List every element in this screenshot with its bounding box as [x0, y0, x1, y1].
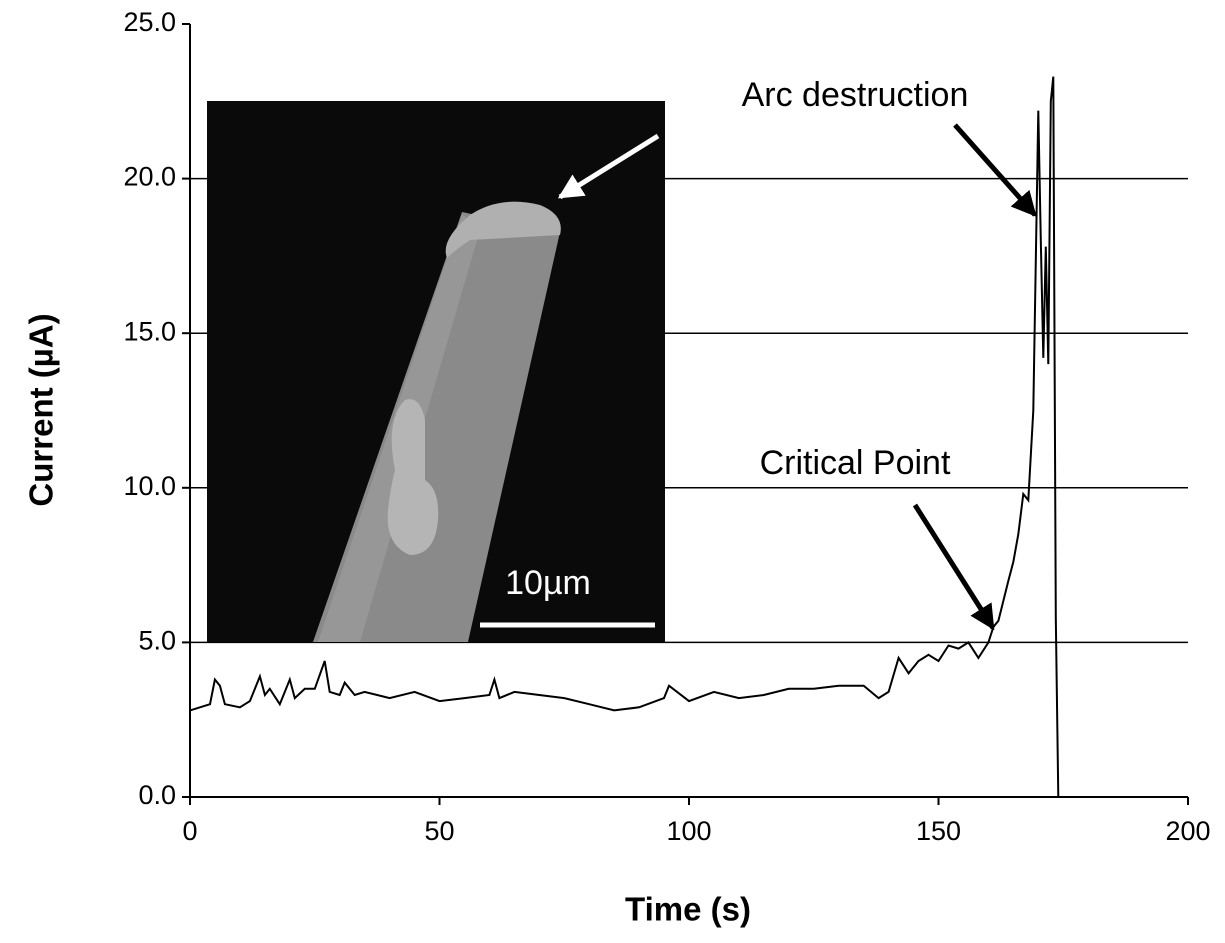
y-axis-title: Current (µA) [23, 313, 60, 506]
x-axis-title: Time (s) [625, 891, 751, 928]
data-line [189, 76, 1099, 798]
annotation: Critical Point [760, 444, 951, 482]
y-tick-label: 10.0 [123, 471, 176, 501]
inset-scale-label: 10µm [505, 564, 591, 602]
x-tick-label: 200 [1165, 816, 1210, 846]
y-tick-label: 5.0 [138, 626, 176, 656]
y-tick-label: 0.0 [138, 780, 176, 810]
x-tick-label: 100 [666, 816, 711, 846]
annotation: Arc destruction [742, 76, 969, 114]
y-tick-label: 25.0 [123, 7, 176, 37]
y-tick-label: 20.0 [123, 162, 176, 192]
x-tick-label: 150 [916, 816, 961, 846]
annotation-arrow [953, 123, 1037, 217]
x-tick-label: 50 [424, 816, 454, 846]
x-tick-label: 0 [182, 816, 197, 846]
annotation-arrow [912, 503, 996, 631]
inset-image: 10µm [207, 101, 665, 642]
y-tick-label: 15.0 [123, 316, 176, 346]
